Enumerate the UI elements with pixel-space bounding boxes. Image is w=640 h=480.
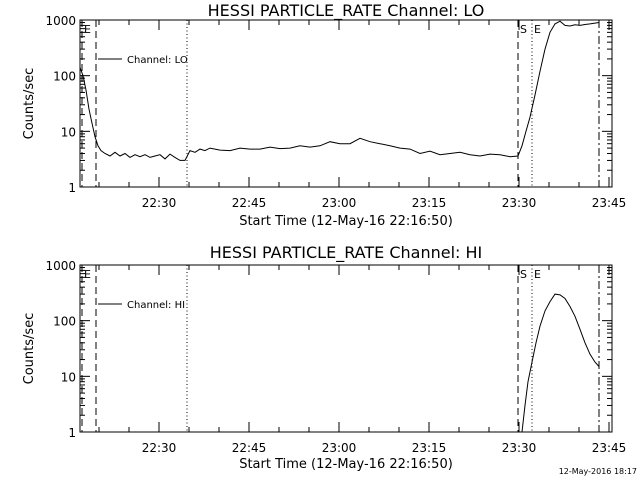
hi-plot-frame [79,264,613,433]
lo-x-tick-label: 23:00 [322,196,357,210]
lo-x-tick-label: 23:45 [592,196,627,210]
hi-x-tick-label: 23:00 [322,441,357,455]
hi-channel-panel: HESSI PARTICLE_RATE Channel: HI Counts/se… [22,243,626,472]
hi-x-tick-label: 23:15 [412,441,447,455]
lo-y-tick-label: 10 [61,125,76,139]
lo-marker-label: S [520,23,527,36]
lo-series-line [79,20,600,161]
hi-marker-label: E [84,268,91,281]
hi-y-tick-label: 1 [68,426,76,440]
lo-marker-label: E [84,23,91,36]
footer-timestamp: 12-May-2016 18:17 [559,467,637,476]
hi-marker-label: E [534,268,541,281]
lo-x-tick-label: 23:30 [502,196,537,210]
hi-y-axis-label: Counts/sec [22,313,37,385]
lo-y-axis-label: Counts/sec [22,68,37,140]
lo-y-tick-label: 1 [68,181,76,195]
hi-y-tick-label: 1000 [45,259,76,273]
hi-chart-title: HESSI PARTICLE_RATE Channel: HI [210,243,483,263]
hi-x-axis-label: Start Time (12-May-16 22:16:50) [239,457,453,472]
hi-x-tick-label: 22:30 [142,441,177,455]
lo-channel-panel: HESSI PARTICLE_RATE Channel: LO Counts/se… [22,1,626,229]
lo-x-axis-label: Start Time (12-May-16 22:16:50) [239,214,453,229]
lo-plot-frame [79,19,613,188]
lo-x-tick-label: 23:15 [412,196,447,210]
lo-marker-label: E [534,23,541,36]
hi-x-tick-label: 23:45 [592,441,627,455]
hi-x-tick-label: 22:45 [232,441,267,455]
lo-x-tick-label: 22:30 [142,196,177,210]
hi-series-line [521,293,600,433]
hi-x-tick-label: 23:30 [502,441,537,455]
lo-y-tick-label: 100 [53,70,76,84]
hi-y-tick-label: 100 [53,315,76,329]
hi-legend-label: Channel: HI [127,300,185,311]
lo-x-tick-label: 22:45 [232,196,267,210]
hi-marker-label: S [520,268,527,281]
lo-chart-title: HESSI PARTICLE_RATE Channel: LO [208,1,485,21]
lo-y-tick-label: 1000 [45,14,76,28]
lo-legend-label: Channel: LO [127,55,188,66]
hi-y-tick-label: 10 [61,370,76,384]
